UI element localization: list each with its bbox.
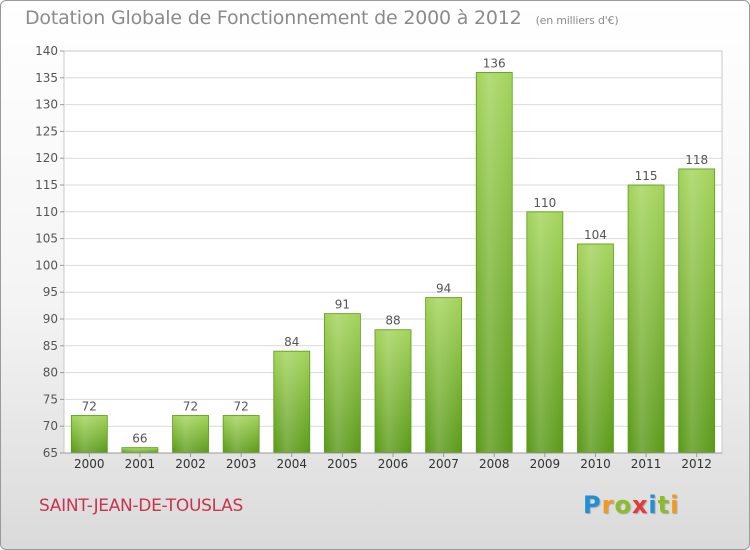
x-tick-label: 2004 xyxy=(276,457,307,471)
bar-value-label: 104 xyxy=(584,228,607,242)
y-tick-label: 140 xyxy=(35,44,58,58)
x-axis: 2000 2001 2002 2003 2004 2005 2006 2007 2008 2009… xyxy=(64,452,722,471)
bar-value-label: 110 xyxy=(533,196,556,210)
x-tick-label: 2010 xyxy=(580,457,611,471)
y-tick-label: 70 xyxy=(43,419,58,433)
y-tick-label: 65 xyxy=(43,446,58,460)
y-axis: 65 70 75 80 85 90 95 100 105 110 115 120 125 130 135 14… xyxy=(35,44,64,460)
y-tick-label: 95 xyxy=(43,285,58,299)
x-tick-label: 2003 xyxy=(226,457,257,471)
bar-value-label: 91 xyxy=(335,298,350,312)
bar-value-label: 72 xyxy=(234,399,249,413)
x-tick-label: 2009 xyxy=(530,457,561,471)
bar-value-label: 94 xyxy=(436,282,451,296)
bar-value-label: 72 xyxy=(183,399,198,413)
x-tick-label: 2006 xyxy=(378,457,409,471)
bar-value-label: 84 xyxy=(284,335,299,349)
x-tick-label: 2002 xyxy=(175,457,206,471)
bar-highlight xyxy=(629,186,664,452)
bar-highlight xyxy=(578,244,613,452)
y-tick-label: 125 xyxy=(35,124,58,138)
logo-letter: i xyxy=(670,491,680,519)
y-tick-label: 110 xyxy=(35,205,58,219)
bar-highlight xyxy=(527,212,562,452)
bar-highlight xyxy=(376,330,410,452)
logo-letter: o xyxy=(614,491,632,519)
x-tick-label: 2001 xyxy=(125,457,156,471)
y-tick-label: 80 xyxy=(43,366,58,380)
bars: 72 66 72 72 84 91 88 94 136 110 104 115 118 xyxy=(70,56,716,454)
logo-letter: x xyxy=(631,491,649,519)
logo-letter: r xyxy=(601,491,615,519)
x-tick-label: 2000 xyxy=(74,457,105,471)
proxiti-logo: Proxiti xyxy=(583,491,679,519)
logo-letter: P xyxy=(583,491,602,519)
bar-value-label: 66 xyxy=(132,432,147,446)
y-tick-label: 130 xyxy=(35,98,58,112)
bar-value-label: 72 xyxy=(82,399,97,413)
x-tick-label: 2011 xyxy=(631,457,662,471)
bar-highlight xyxy=(477,73,512,452)
bar-value-label: 136 xyxy=(483,56,506,70)
bar-highlight xyxy=(679,169,714,453)
bar-highlight xyxy=(122,448,157,452)
bar-highlight xyxy=(72,416,107,452)
y-tick-label: 90 xyxy=(43,312,58,326)
x-tick-label: 2012 xyxy=(681,457,712,471)
y-tick-label: 120 xyxy=(35,151,58,165)
bar-value-label: 118 xyxy=(685,153,708,167)
chart-title: Dotation Globale de Fonctionnement de 20… xyxy=(25,7,619,29)
bar-highlight xyxy=(274,352,309,452)
bar-highlight xyxy=(224,416,259,452)
bar-highlight xyxy=(325,314,360,452)
y-tick-label: 135 xyxy=(35,71,58,85)
commune-name: SAINT-JEAN-DE-TOUSLAS xyxy=(39,496,243,516)
y-tick-label: 85 xyxy=(43,339,58,353)
bar-highlight xyxy=(426,298,461,452)
bar-value-label: 88 xyxy=(385,314,400,328)
title-text: Dotation Globale de Fonctionnement de 20… xyxy=(25,7,522,29)
x-tick-label: 2005 xyxy=(327,457,358,471)
y-tick-label: 105 xyxy=(35,232,58,246)
y-tick-label: 115 xyxy=(35,178,58,192)
y-tick-label: 100 xyxy=(35,258,58,272)
bar-value-label: 115 xyxy=(635,169,658,183)
chart-subtitle: (en milliers d'€) xyxy=(535,14,619,27)
logo-letter: i xyxy=(648,491,658,519)
bar-highlight xyxy=(173,416,208,452)
logo-letter: t xyxy=(657,491,671,519)
y-tick-label: 75 xyxy=(43,392,58,406)
x-tick-label: 2007 xyxy=(428,457,459,471)
x-tick-label: 2008 xyxy=(479,457,510,471)
